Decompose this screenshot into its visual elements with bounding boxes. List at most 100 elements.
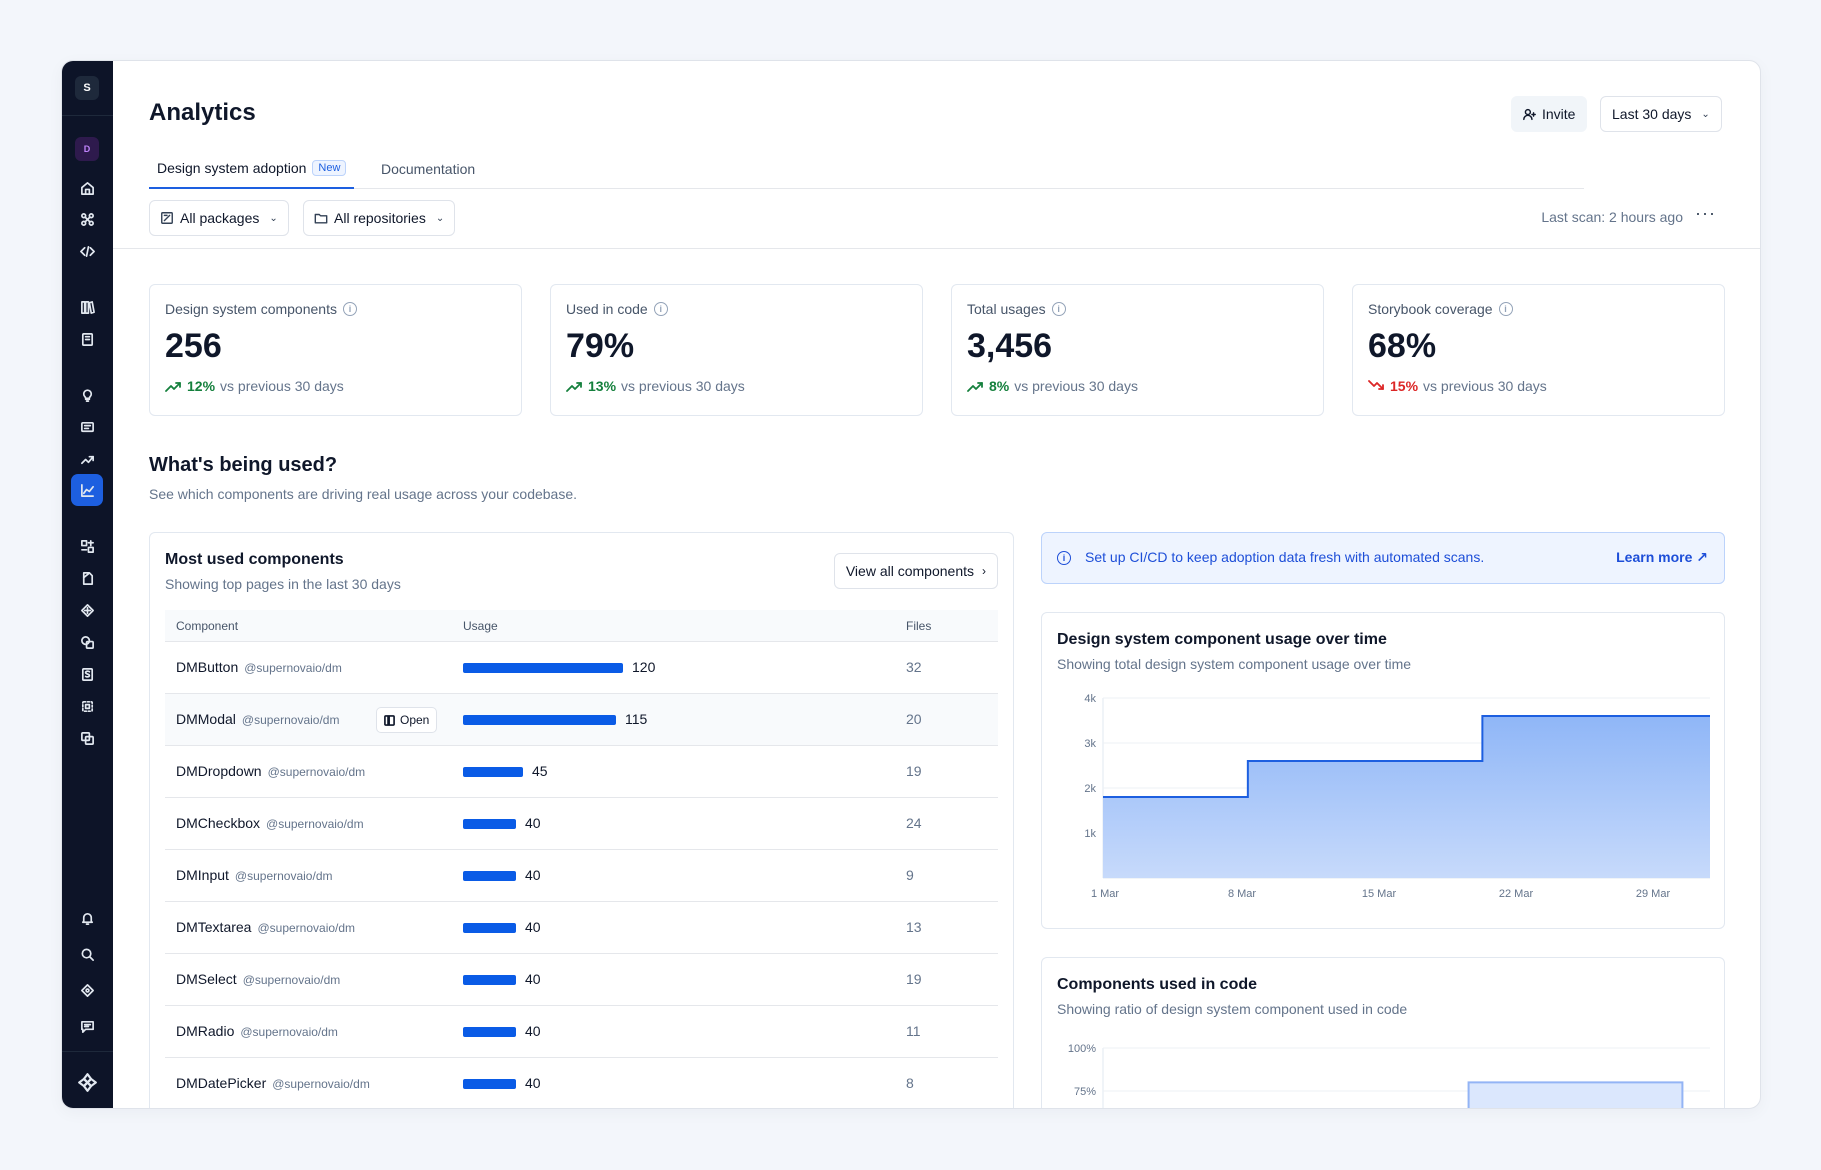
stat-label-row: Storybook coverage i	[1368, 301, 1709, 317]
most-used-components-card: Most used components Showing top pages i…	[149, 532, 1014, 1108]
usage-value: 40	[525, 815, 541, 831]
info-icon[interactable]: i	[653, 302, 668, 316]
chevron-down-icon: ⌄	[269, 212, 278, 224]
y-tick-label: 4k	[1084, 693, 1096, 705]
table-row[interactable]: DMInput @supernovaio/dm 40 9	[165, 850, 998, 902]
table-row[interactable]: DMDatePicker @supernovaio/dm 40 8	[165, 1058, 998, 1108]
learn-more-link[interactable]: Learn more ↗	[1616, 549, 1708, 565]
tab-label: Documentation	[381, 161, 476, 177]
component-package: @supernovaio/dm	[242, 973, 341, 987]
table-row[interactable]: DMTextarea @supernovaio/dm 40 13	[165, 902, 998, 954]
card-title: Most used components	[165, 551, 344, 568]
component-name-cell: DMCheckbox @supernovaio/dm	[176, 815, 364, 831]
card-title: Components used in code	[1057, 976, 1258, 993]
book-icon[interactable]	[71, 323, 103, 355]
table-row[interactable]: DMSelect @supernovaio/dm 40 19	[165, 954, 998, 1006]
invite-button[interactable]: Invite	[1511, 96, 1588, 132]
components-icon[interactable]	[71, 530, 103, 562]
component-name: DMDropdown	[176, 763, 262, 779]
packages-filter[interactable]: All packages ⌄	[149, 200, 289, 236]
ratio-area	[1468, 1082, 1683, 1108]
column-header-component[interactable]: Component	[176, 619, 239, 633]
stat-card: Used in code i 79% 13% vs previous 30 day…	[550, 284, 923, 416]
component-package: @supernovaio/dm	[272, 1077, 370, 1091]
date-range-select[interactable]: Last 30 days ⌄	[1600, 96, 1722, 132]
analytics-icon[interactable]	[71, 474, 103, 506]
date-range-label: Last 30 days	[1612, 106, 1692, 122]
component-name: DMModal	[176, 711, 236, 727]
usage-chart: 1k 2k 3k 4k 1 Mar 8 Mar 15 Mar 22 Mar 29 Mar	[1084, 693, 1710, 900]
component-name-cell: DMSelect @supernovaio/dm	[176, 971, 340, 987]
copy-icon[interactable]	[71, 722, 103, 754]
chevron-down-icon: ⌄	[435, 212, 445, 224]
open-component-button[interactable]: Open	[376, 707, 438, 733]
table-row[interactable]: DMCheckbox @supernovaio/dm 40 24	[165, 798, 998, 850]
chat-icon[interactable]	[71, 1010, 103, 1042]
table-row[interactable]: DMDropdown @supernovaio/dm 45 19	[165, 746, 998, 798]
storybook-icon[interactable]	[71, 658, 103, 690]
delta-percent: 15%	[1390, 378, 1419, 394]
delta-percent: 8%	[989, 378, 1010, 394]
info-icon[interactable]: i	[1498, 302, 1513, 316]
folder-icon	[314, 213, 328, 224]
invite-label: Invite	[1542, 106, 1576, 122]
info-icon[interactable]: i	[1051, 302, 1066, 316]
card-subtitle: Showing top pages in the last 30 days	[165, 576, 401, 592]
trend-down-icon	[1368, 380, 1384, 390]
repositories-filter[interactable]: All repositories ⌄	[303, 200, 456, 236]
table-row[interactable]: DMModal @supernovaio/dm Open 115 20	[165, 694, 998, 746]
column-header-usage[interactable]: Usage	[463, 619, 498, 633]
open-label: Open	[400, 713, 430, 727]
usage-bar	[463, 715, 616, 725]
usage-over-time-card: Design system component usage over time …	[1041, 612, 1725, 929]
files-count: 11	[906, 1023, 921, 1039]
stat-label-row: Design system components i	[165, 301, 506, 317]
bell-icon[interactable]	[71, 902, 103, 934]
command-icon[interactable]	[71, 203, 103, 235]
project-switcher[interactable]: D	[75, 137, 99, 161]
trending-icon[interactable]	[71, 443, 103, 475]
search-icon[interactable]	[71, 938, 103, 970]
info-icon[interactable]: i	[342, 302, 357, 316]
table-row[interactable]: DMRadio @supernovaio/dm 40 11	[165, 1006, 998, 1058]
figma-icon[interactable]	[71, 594, 103, 626]
tab-label: Design system adoption	[157, 160, 307, 176]
last-scan-text: Last scan: 2 hours ago	[1541, 209, 1683, 225]
sidebar-divider	[62, 1051, 113, 1052]
logo-icon[interactable]	[71, 1066, 103, 1098]
view-all-components-button[interactable]: View all components ›	[833, 553, 998, 589]
more-options-icon[interactable]: ···	[1695, 203, 1716, 223]
table-header: Component Usage Files	[165, 610, 998, 642]
component-name-cell: DMModal @supernovaio/dm	[176, 711, 339, 727]
home-icon[interactable]	[71, 172, 103, 204]
table-row[interactable]: DMButton @supernovaio/dm 120 32	[165, 642, 998, 694]
stat-delta: 12% vs previous 30 days	[165, 378, 506, 394]
code-ratio-chart: 100% 75%	[1068, 1043, 1710, 1108]
ticket-icon[interactable]	[71, 974, 103, 1006]
files-count: 8	[906, 1075, 914, 1091]
component-name-cell: DMDatePicker @supernovaio/dm	[176, 1075, 370, 1091]
component-package: @supernovaio/dm	[266, 817, 364, 831]
x-tick-label: 1 Mar	[1091, 888, 1119, 900]
files-count: 24	[906, 815, 922, 831]
layers-icon[interactable]	[71, 626, 103, 658]
column-header-files[interactable]: Files	[906, 619, 932, 633]
file-icon[interactable]	[71, 562, 103, 594]
frame-icon[interactable]	[71, 690, 103, 722]
library-icon[interactable]	[71, 291, 103, 323]
workspace-switcher[interactable]: S	[75, 76, 99, 100]
delta-suffix: vs previous 30 days	[621, 378, 745, 394]
usage-value: 40	[525, 971, 541, 987]
tab-design-system-adoption[interactable]: Design system adoption New	[149, 149, 355, 189]
usage-bar	[463, 923, 516, 933]
tab-documentation[interactable]: Documentation	[373, 149, 483, 189]
stat-label: Total usages	[967, 301, 1046, 317]
feedback-icon[interactable]	[71, 411, 103, 443]
stat-label: Used in code	[566, 301, 648, 317]
component-name: DMButton	[176, 659, 239, 675]
view-all-label: View all components	[845, 563, 974, 579]
code-icon[interactable]	[71, 235, 103, 267]
y-tick-label: 3k	[1084, 738, 1096, 750]
lightbulb-icon[interactable]	[71, 379, 103, 411]
delta-suffix: vs previous 30 days	[220, 378, 344, 394]
